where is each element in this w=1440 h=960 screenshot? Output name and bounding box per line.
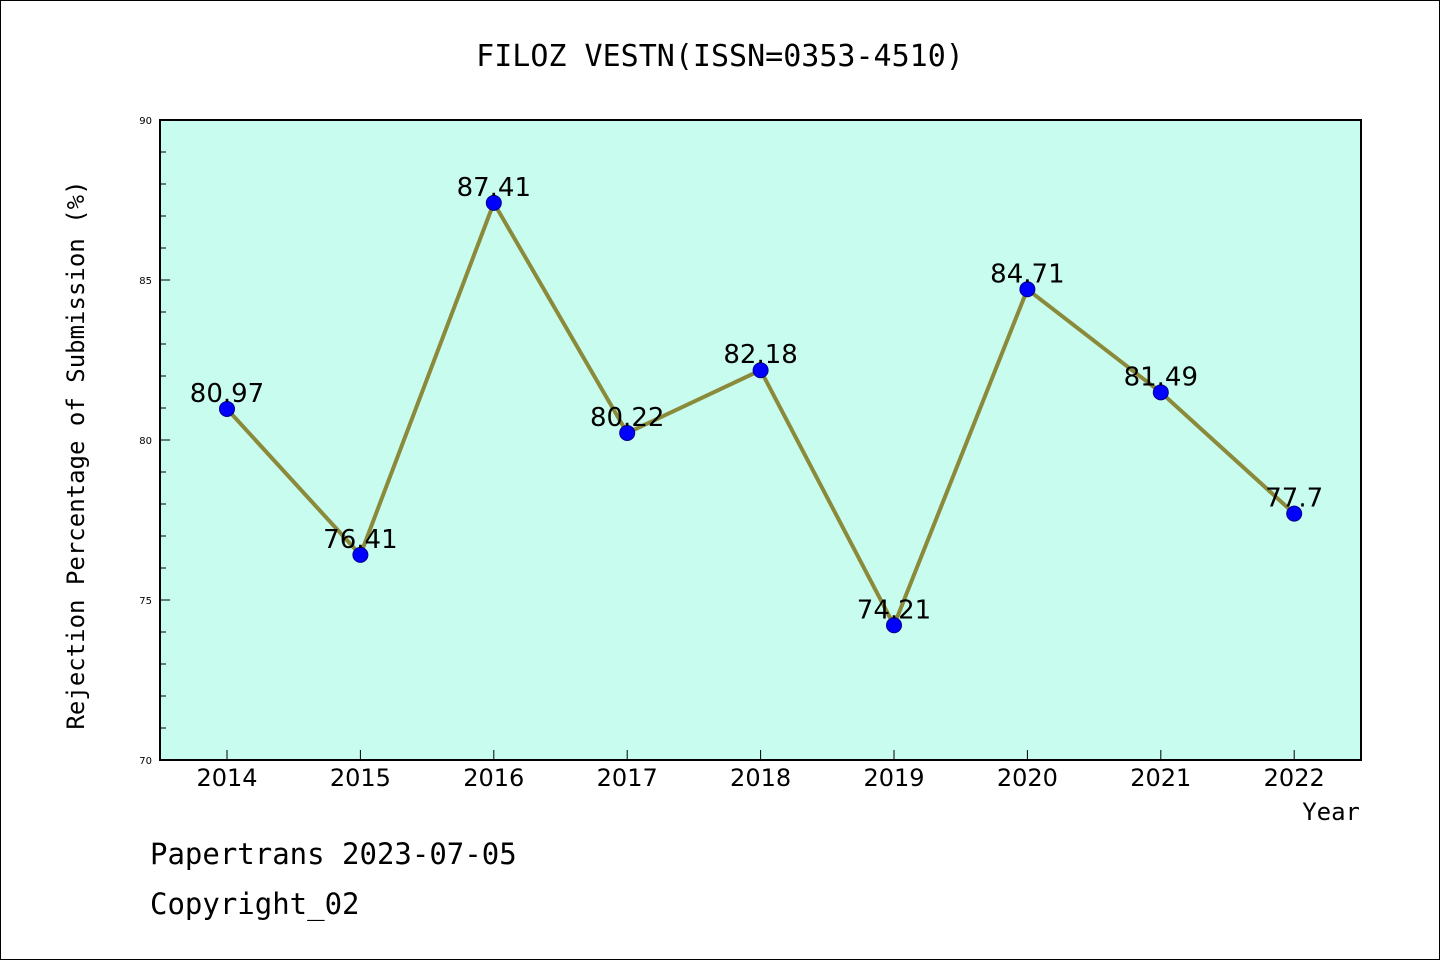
data-point-marker bbox=[752, 362, 769, 379]
data-label: 80.97 bbox=[190, 379, 264, 409]
x-axis-ticks: 2014 2015 2016 2017 2018 2019 2020 2021 2022 bbox=[196, 750, 1325, 792]
data-label-group: 80.97 76.41 87.41 80.22 82.18 74.21 84.71 81.49… bbox=[190, 173, 1323, 625]
data-label: 76.41 bbox=[323, 525, 397, 555]
x-tick-label: 2015 bbox=[330, 764, 391, 792]
y-axis-ticks: 70 75 80 85 90 bbox=[139, 116, 170, 767]
data-point-marker bbox=[1286, 505, 1303, 522]
data-point-marker bbox=[219, 400, 235, 417]
y-tick-label: 80 bbox=[139, 436, 152, 447]
y-tick-label: 85 bbox=[139, 276, 152, 287]
data-label: 74.21 bbox=[857, 595, 931, 625]
data-label: 82.18 bbox=[723, 340, 797, 370]
x-tick-label: 2019 bbox=[863, 764, 924, 792]
chart-title: FILOZ VESTN(ISSN=0353-4510) bbox=[476, 39, 964, 74]
plot-area bbox=[159, 119, 1362, 761]
x-tick-label: 2018 bbox=[730, 764, 791, 792]
y-tick-label: 90 bbox=[139, 116, 152, 127]
data-label: 80.22 bbox=[590, 403, 664, 433]
data-point-marker bbox=[1019, 281, 1036, 298]
x-tick-label: 2017 bbox=[597, 764, 658, 792]
data-label: 87.41 bbox=[457, 173, 531, 203]
data-point-marker bbox=[619, 424, 636, 441]
x-tick-label: 2020 bbox=[997, 764, 1058, 792]
data-point-marker bbox=[352, 546, 369, 563]
marker-group bbox=[219, 194, 1303, 634]
data-point-marker bbox=[886, 617, 902, 634]
y-tick-label: 70 bbox=[139, 756, 152, 767]
footer-copyright: Copyright_02 bbox=[150, 887, 360, 922]
data-label: 84.71 bbox=[990, 259, 1064, 289]
data-label: 81.49 bbox=[1124, 362, 1198, 392]
x-tick-label: 2021 bbox=[1130, 764, 1191, 792]
x-tick-label: 2022 bbox=[1264, 764, 1325, 792]
data-point-marker bbox=[1152, 384, 1169, 401]
y-axis-label: Rejection Percentage of Submission (%) bbox=[62, 180, 90, 729]
x-tick-label: 2014 bbox=[196, 764, 257, 792]
footer-date: Papertrans 2023-07-05 bbox=[150, 837, 517, 871]
x-axis-label: Year bbox=[1302, 798, 1360, 826]
data-point-marker bbox=[485, 194, 502, 211]
x-tick-label: 2016 bbox=[463, 764, 524, 792]
y-tick-label: 75 bbox=[139, 596, 152, 607]
data-label: 77.7 bbox=[1265, 484, 1323, 514]
